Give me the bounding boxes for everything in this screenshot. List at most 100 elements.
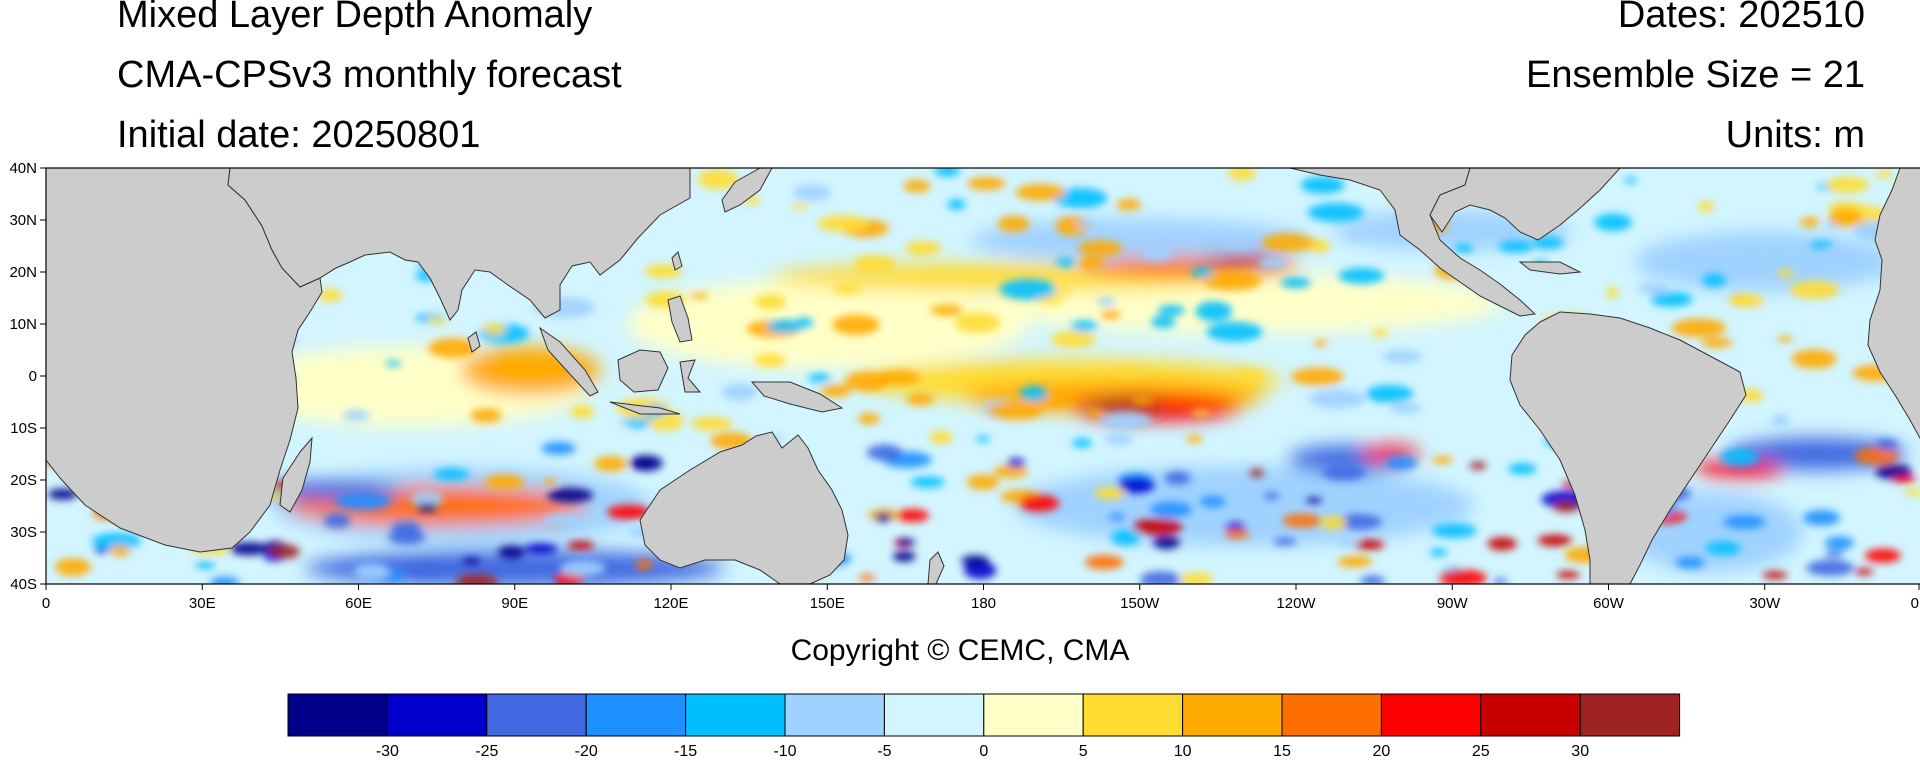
anomaly-speckle-patch (1116, 198, 1142, 211)
anomaly-speckle-patch (1050, 331, 1096, 348)
anomaly-speckle-patch (644, 264, 683, 279)
anomaly-speckle-patch (1227, 168, 1256, 181)
anomaly-speckle-patch (1087, 408, 1105, 418)
anomaly-speckle-patch (1055, 216, 1091, 236)
colorbar-box (287, 693, 388, 737)
anomaly-speckle-patch (1675, 556, 1705, 569)
anomaly-speckle-patch (1096, 296, 1115, 306)
anomaly-speckle-patch (1720, 448, 1760, 467)
anomaly-speckle-patch (1195, 301, 1233, 322)
anomaly-speckle-patch (542, 514, 584, 530)
anomaly-speckle-patch (1224, 529, 1250, 539)
colorbar-labels: -30 -25 -20 -15 -10 -5 0 5 10 15 20 25 30 (376, 743, 1589, 760)
anomaly-speckle-patch (766, 319, 804, 333)
lon-tick-label: 0 (1911, 595, 1919, 612)
anomaly-speckle-patch (960, 555, 990, 567)
anomaly-speckle-patch (1537, 534, 1572, 547)
anomaly-speckle-patch (462, 557, 481, 565)
anomaly-speckle-patch (1203, 271, 1262, 291)
colorbar-box (685, 693, 786, 737)
lat-tick-label: 40N (9, 160, 37, 177)
anomaly-speckle-patch (1365, 384, 1414, 403)
colorbar-box (983, 693, 1084, 737)
anomaly-speckle-patch (1191, 409, 1210, 417)
anomaly-speckle-patch (1206, 321, 1263, 342)
anomaly-speckle-patch (833, 283, 862, 294)
colorbar-box (784, 693, 885, 737)
anomaly-speckle-patch (903, 179, 931, 193)
anomaly-speckle-patch (1291, 367, 1344, 386)
anomaly-speckle-patch (1671, 318, 1727, 338)
new-zealand-landmass (927, 551, 945, 584)
lon-tick-label: 180 (971, 595, 996, 612)
anomaly-speckle-patch (857, 412, 880, 425)
colorbar-box (1380, 693, 1482, 737)
anomaly-speckle-patch (318, 288, 343, 302)
anomaly-speckle-patch (323, 513, 351, 529)
anomaly-speckle-patch (1151, 315, 1176, 328)
anomaly-speckle-patch (1650, 291, 1693, 307)
anomaly-speckle-patch (618, 418, 631, 425)
anomaly-speckle-patch (1722, 515, 1766, 530)
anomaly-speckle-patch (1701, 273, 1727, 288)
anomaly-speckle-patch (1186, 434, 1203, 443)
borneo-landmass (617, 349, 669, 393)
anomaly-speckle-patch (1078, 256, 1104, 270)
philippines-landmass (667, 295, 693, 343)
anomaly-speckle-patch (1825, 176, 1870, 193)
australia-landmass (639, 431, 849, 584)
anomaly-speckle-patch (1892, 475, 1917, 484)
anomaly-speckle-patch (1428, 548, 1448, 557)
anomaly-speckle-patch (1118, 477, 1155, 494)
anomaly-speckle-patch (915, 249, 928, 257)
lon-tick-label: 30E (189, 595, 216, 612)
anomaly-speckle-patch (947, 199, 966, 210)
anomaly-speckle-patch (858, 574, 876, 581)
anomaly-speckle-patch (1150, 501, 1192, 518)
anomaly-speckle-patch (1431, 523, 1477, 539)
anomaly-speckle-patch (1552, 501, 1580, 513)
anomaly-speckle-patch (966, 474, 1000, 490)
anomaly-speckle-patch (975, 436, 991, 443)
anomaly-map: 40N 30N 20N 10N 0 10S 20S 30S 40S 0 30E 60E 90E 120E… (9, 160, 1920, 612)
anomaly-speckle-patch (1905, 488, 1920, 497)
colorbar-box (386, 693, 488, 737)
anomaly-speckle-patch (1335, 537, 1359, 546)
anomaly-speckle-patch (892, 550, 916, 562)
anomaly-speckle-patch (1261, 233, 1314, 252)
anomaly-speckle-patch (559, 560, 606, 577)
initial-date-label: Initial date: 20250801 (117, 114, 481, 156)
anomaly-speckle-patch (793, 184, 831, 202)
anomaly-speckle-patch (1078, 240, 1123, 257)
anomaly-speckle-patch (1320, 515, 1347, 530)
anomaly-speckle-patch (1487, 537, 1517, 551)
anomaly-speckle-patch (1864, 548, 1901, 563)
anomaly-speckle-patch (987, 401, 1044, 420)
colorbar-label: 15 (1273, 743, 1291, 760)
colorbar-label: -25 (475, 743, 498, 760)
anomaly-speckle-patch (1389, 402, 1422, 414)
dates-label: Dates: 202510 (1617, 0, 1865, 36)
colorbar-box (1082, 693, 1184, 737)
anomaly-speckle-patch (1179, 572, 1214, 584)
anomaly-speckle-patch (1109, 513, 1125, 521)
lon-tick-label: 120E (653, 595, 688, 612)
anomaly-speckle-patch (1438, 569, 1487, 584)
anomaly-speckle-patch (1729, 294, 1765, 308)
colorbar-label: -5 (877, 743, 891, 760)
anomaly-speckle-patch (721, 383, 758, 401)
colorbar-boxes (287, 693, 1681, 737)
anomaly-speckle-patch (1164, 471, 1191, 485)
anomaly-speckle-patch (1054, 285, 1073, 292)
anomaly-speckle-patch (1770, 414, 1791, 427)
anomaly-patch (627, 279, 1028, 369)
anomaly-speckle-patch (1104, 433, 1134, 446)
anomaly-speckle-patch (1354, 539, 1385, 550)
anomaly-speckle-patch (1800, 217, 1820, 228)
anomaly-speckle-patch (1532, 236, 1565, 249)
anomaly-speckle-patch (1875, 438, 1899, 451)
anomaly-speckle-patch (808, 373, 831, 383)
anomaly-speckle-patch (1139, 571, 1181, 584)
anomaly-speckle-patch (1072, 438, 1092, 448)
anomaly-speckle-patch (1810, 241, 1834, 249)
